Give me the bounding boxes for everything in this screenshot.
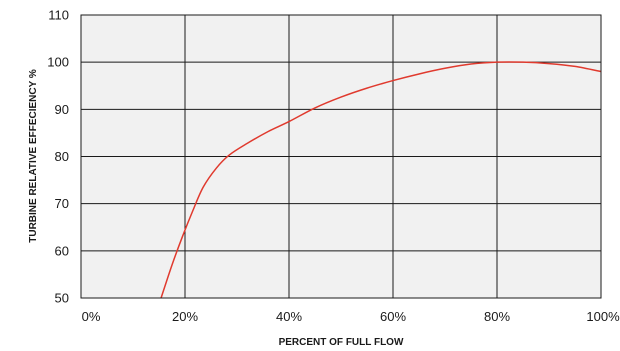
x-axis-label: PERCENT OF FULL FLOW	[279, 337, 404, 348]
y-tick-labels: 50 60 70 80 90 100 110	[47, 8, 69, 306]
y-tick-label: 110	[48, 8, 69, 23]
plot-border	[80, 14, 602, 299]
y-tick-label: 90	[55, 102, 69, 117]
x-tick-label: 20%	[172, 309, 198, 324]
x-tick-label: 0%	[82, 309, 101, 324]
y-tick-label: 60	[55, 243, 69, 258]
x-tick-label: 40%	[276, 309, 302, 324]
efficiency-curve	[160, 61, 602, 299]
x-tick-label: 60%	[380, 309, 406, 324]
x-tick-labels: 0% 20% 40% 60% 80% 100%	[82, 309, 620, 324]
x-tick-label: 80%	[484, 309, 510, 324]
y-tick-label: 80	[55, 149, 69, 164]
x-tick-label: 100%	[586, 309, 620, 324]
y-tick-label: 100	[47, 55, 69, 70]
y-axis-label: TURBINE RELATIVE EFFECIENCY %	[28, 69, 39, 243]
series-layer	[160, 61, 602, 299]
y-tick-label: 50	[55, 291, 69, 306]
y-tick-label: 70	[55, 196, 69, 211]
